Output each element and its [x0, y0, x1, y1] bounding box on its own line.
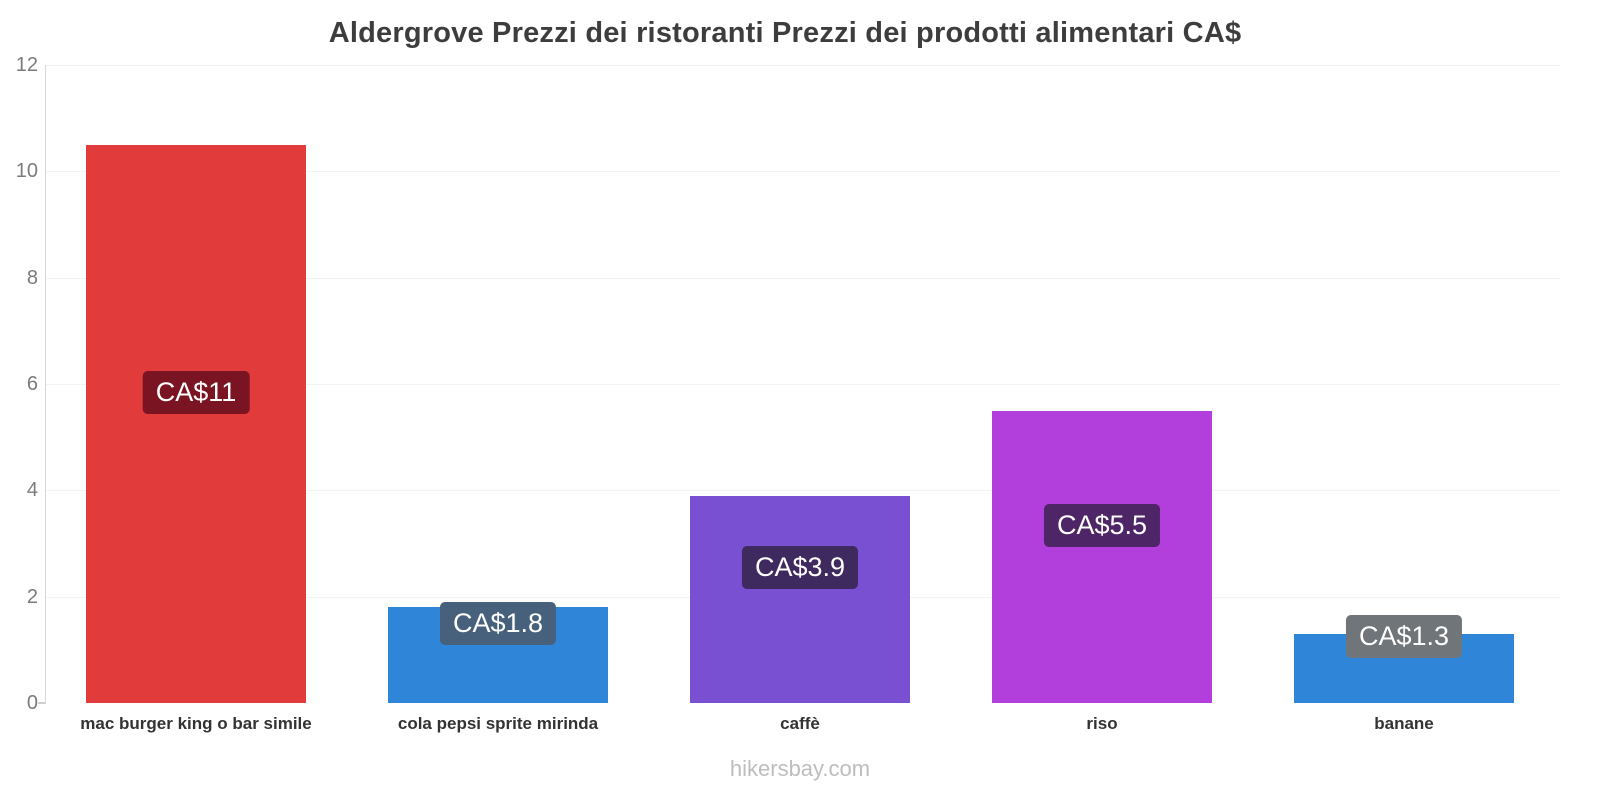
- y-tick-label: 12: [15, 54, 38, 76]
- bar-value-label: CA$1.3: [1345, 615, 1463, 659]
- y-tick-label: 10: [15, 160, 38, 183]
- gridline: [46, 171, 1560, 173]
- bar: [86, 144, 306, 703]
- watermark: hikersbay.com: [729, 756, 871, 781]
- chart-title: Aldergrove Prezzi dei ristoranti Prezzi …: [328, 17, 1242, 49]
- y-tick-label: 4: [26, 479, 38, 502]
- y-tick-label: 2: [26, 585, 38, 608]
- x-axis-category-label: cola pepsi sprite mirinda: [397, 714, 599, 733]
- y-tick-label: 0: [26, 692, 38, 714]
- y-tick-label: 8: [26, 266, 38, 289]
- y-axis-zero-tick: [38, 702, 45, 704]
- bar-value-label: CA$11: [142, 370, 250, 414]
- bar-value-label: CA$5.5: [1043, 503, 1161, 547]
- y-tick-label: 6: [26, 373, 38, 395]
- gridline: [46, 65, 1560, 66]
- x-axis-category-label: riso: [1086, 714, 1118, 733]
- bar-value-label: CA$3.9: [741, 546, 859, 590]
- gridline: [46, 384, 1560, 385]
- plot-area: CA$11 CA$1.8 CA$3.9 CA$5.5 CA$1.3: [45, 65, 1555, 703]
- gridline: [46, 277, 1560, 279]
- y-axis-line: [45, 65, 46, 704]
- x-axis-category-label: caffè: [780, 714, 820, 733]
- x-axis-category-label: mac burger king o bar simile: [80, 714, 312, 733]
- bar: [992, 410, 1212, 703]
- bar-value-label: CA$1.8: [439, 602, 557, 646]
- bar: [690, 495, 910, 703]
- gridline: [46, 490, 1560, 492]
- x-axis-category-label: banane: [1374, 714, 1434, 733]
